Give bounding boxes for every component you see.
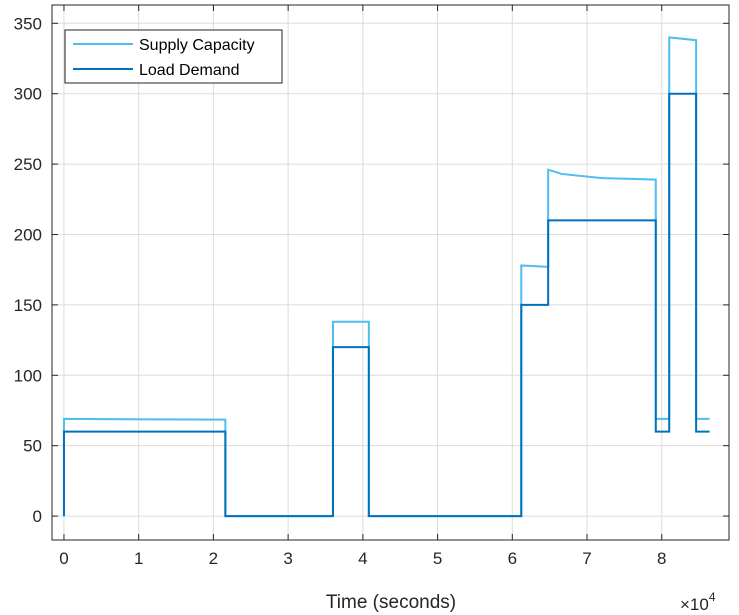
series-lines	[62, 36, 710, 518]
grid-lines	[52, 5, 729, 540]
x-axis-label: Time (seconds)	[326, 592, 456, 613]
y-tick-label: 0	[33, 507, 42, 526]
x-tick-label: 6	[508, 549, 517, 568]
y-tick-label: 350	[14, 14, 42, 33]
x-tick-labels: 0 1 2 3 4 5 6 7 8	[59, 549, 666, 568]
y-tick-label: 50	[23, 437, 42, 456]
y-tick-label: 200	[14, 225, 42, 244]
plot-background	[52, 5, 729, 540]
legend-box	[64, 29, 283, 84]
y-tick-label: 100	[14, 366, 42, 385]
legend-label-supply: Supply Capacity	[139, 37, 255, 54]
plot-frame	[51, 4, 730, 541]
x-tick-label: 8	[657, 549, 666, 568]
y-tick-label: 300	[14, 85, 42, 104]
legend: Supply Capacity Load Demand	[64, 29, 283, 84]
x-tick-label: 4	[358, 549, 367, 568]
ticks	[52, 5, 729, 540]
x-tick-label: 3	[283, 549, 292, 568]
y-tick-label: 150	[14, 296, 42, 315]
x-axis-exponent-base: ×10	[680, 595, 709, 614]
x-tick-label: 0	[59, 549, 68, 568]
legend-label-load: Load Demand	[139, 62, 240, 79]
x-axis-exponent-power: 4	[709, 590, 716, 604]
x-tick-label: 1	[134, 549, 143, 568]
x-tick-label: 2	[209, 549, 218, 568]
series-line-load-demand	[62, 92, 710, 518]
y-tick-labels: 0 50 100 150 200 250 300 350	[14, 14, 42, 526]
x-tick-label: 5	[433, 549, 442, 568]
x-axis-exponent: ×104	[680, 590, 716, 614]
y-tick-label: 250	[14, 155, 42, 174]
x-tick-label: 7	[582, 549, 591, 568]
